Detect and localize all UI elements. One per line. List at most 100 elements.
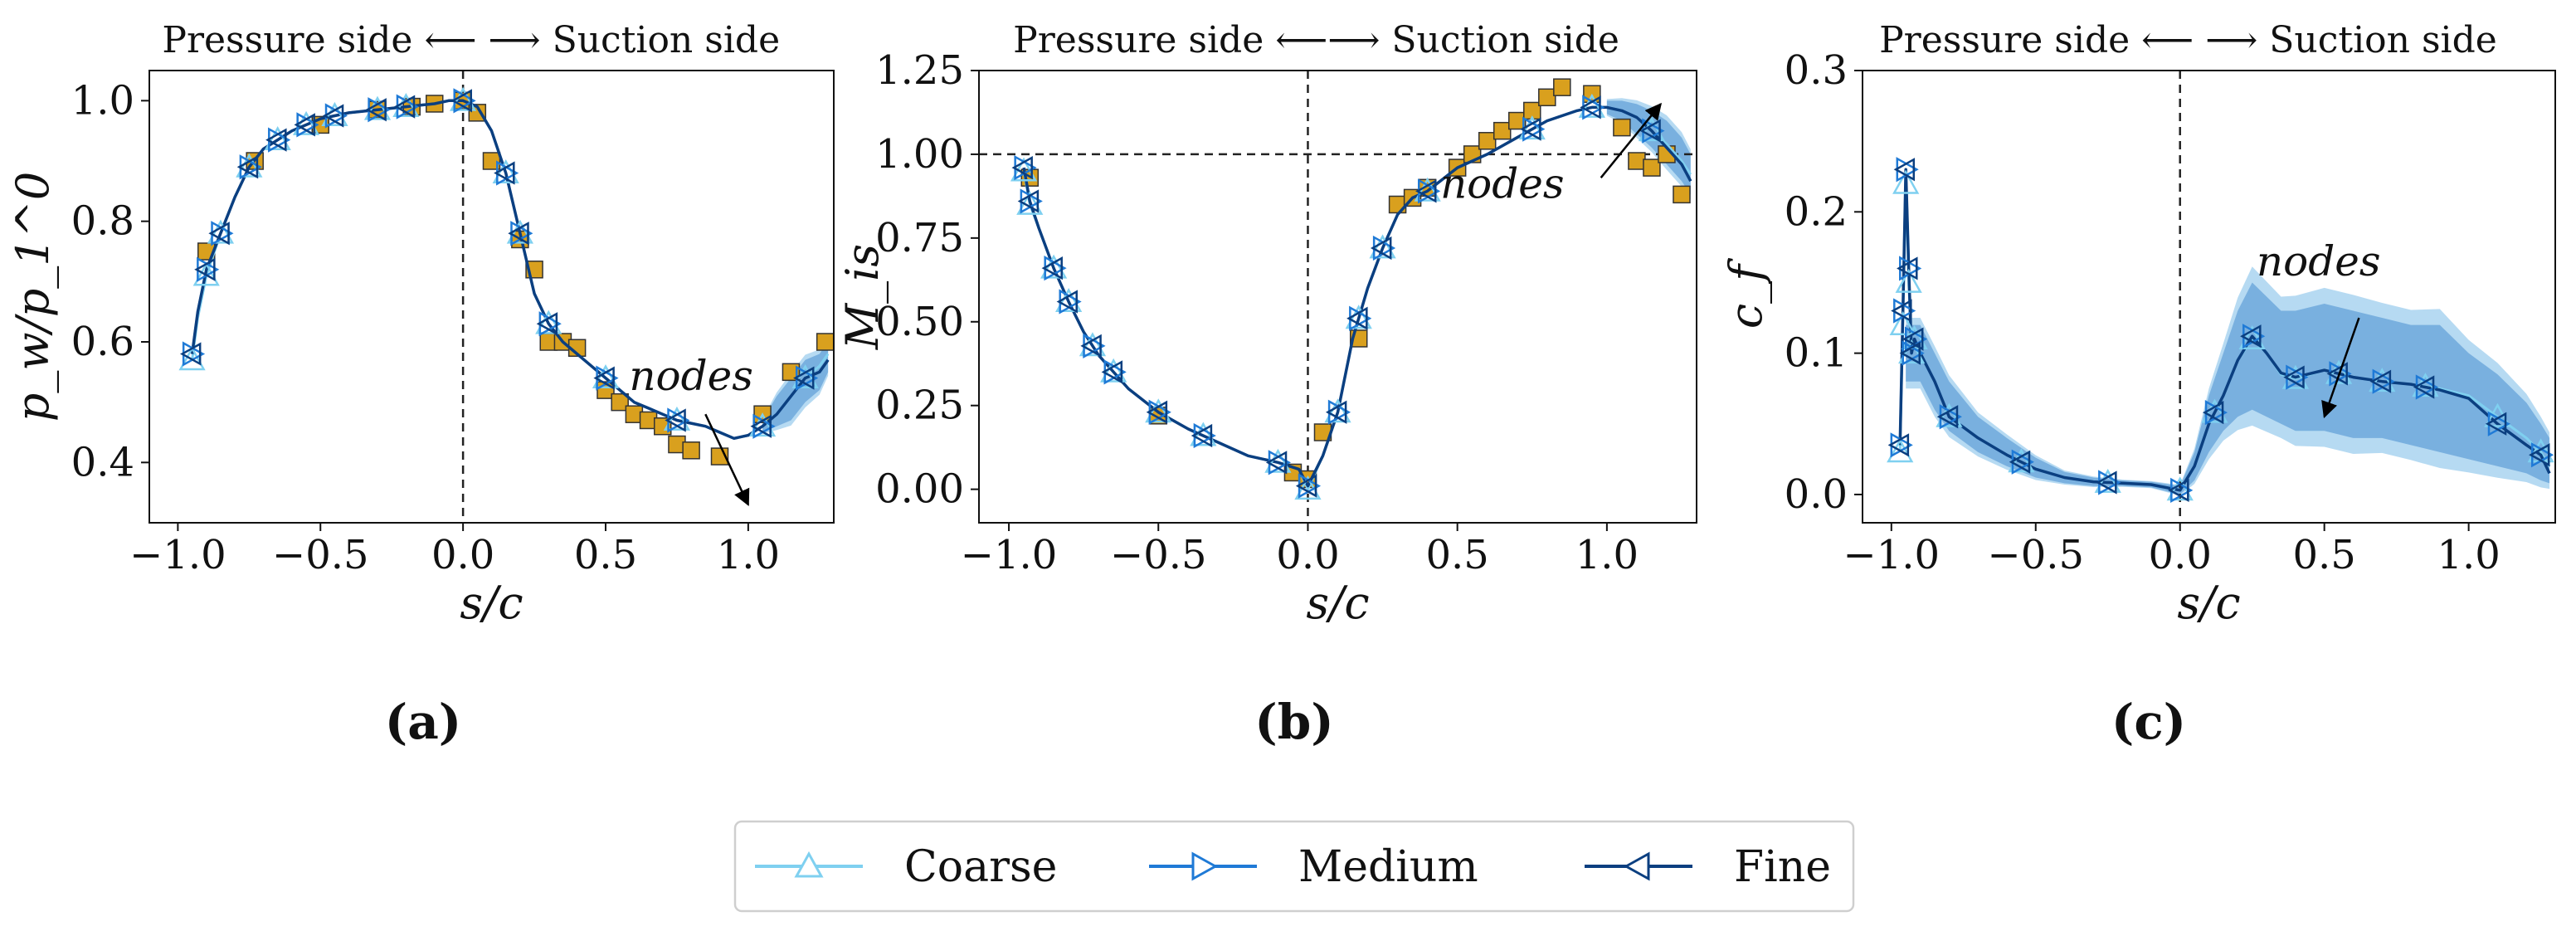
x-tick-label: −0.5 [272,532,369,578]
legend-marker-icon [794,851,824,878]
x-tick-label: 0.0 [431,532,494,578]
series-marker-fine [1146,400,1168,424]
series-marker-fine [750,414,772,438]
series-marker-fine [1520,117,1541,141]
chart-panel-2: −1.0 −0.5 0.0 0.5 1.0 0.00 0.25 0.50 0.75 1.00 1.2… [836,19,1697,750]
series-marker-fine [2283,365,2305,389]
annotation-text: nodes [1440,159,1565,207]
series-marker-coarse [2281,364,2310,389]
series-marker-fine [1893,158,1916,182]
panel-label: (a) [385,694,461,750]
series-marker-fine [208,222,230,246]
series-marker-fine [1370,236,1392,261]
side-label: Pressure side ⟵⟶ Suction side [1013,19,1619,61]
y-tick-label: 1.25 [875,47,964,94]
y-tick-label: 0.3 [1785,47,1848,94]
series-marker-fine [1346,306,1368,330]
series-marker-fine [494,161,515,185]
series-marker-fine [2413,375,2435,399]
series-marker-coarse [1892,169,1920,194]
y-tick-label: 0.0 [1785,471,1848,518]
series-marker-fine [1041,256,1063,280]
series-marker-fine [294,113,315,137]
plot-area [178,71,834,523]
series-marker-fine [265,128,287,152]
series-marker-fine [1897,256,1918,280]
x-axis-label: s/c [460,577,523,629]
series-marker-coarse [1889,310,1916,336]
x-tick-label: 0.5 [2292,532,2355,578]
experiment-point [1508,111,1527,130]
series-marker-fine [593,366,615,390]
series-marker-fine [1017,189,1040,213]
axes-frame [1862,70,2556,524]
x-tick-label: 1.0 [717,532,780,578]
series-marker-fine [365,98,387,122]
legend-marker-icon [1623,851,1650,881]
panel-label: (c) [2111,694,2186,750]
series-marker-fine [2369,369,2392,393]
series-marker-fine [536,312,558,336]
series-marker-fine [1887,433,1910,457]
series-marker-fine [450,89,472,113]
series-marker-coarse [178,346,206,371]
side-label: Pressure side ⟵ ⟶ Suction side [1879,19,2497,61]
series-line-fine [1022,105,1692,488]
series-marker-fine [1101,360,1123,384]
series-marker-fine [1295,474,1317,498]
experiment-point [816,333,834,351]
annotation-arrow [2321,317,2360,419]
x-tick-label: 0.0 [2149,532,2212,578]
chart-panel-3: −1.0 −0.5 0.0 0.5 1.0 0.0 0.1 0.2 0.3 s/c c_f Press… [1720,19,2556,750]
x-tick-label: −1.0 [129,532,226,578]
series-marker-fine [1191,423,1213,448]
series-marker-fine [2202,401,2224,425]
series-marker-fine [1011,155,1033,180]
y-axis-label: c_f [1720,258,1772,329]
series-marker-fine [1899,341,1921,365]
y-tick-label: 0.75 [875,215,964,261]
legend-label: Medium [1298,842,1478,892]
experiment-point [1493,121,1512,140]
experiment-point [1673,185,1691,204]
annotation-arrow [704,413,750,507]
series-marker-fine [2485,412,2507,436]
series-marker-fine [236,155,259,179]
legend-label: Fine [1734,842,1831,892]
series-marker-coarse [192,261,220,286]
series-marker-fine [322,104,344,128]
series-marker-fine [1080,334,1102,358]
panel-label: (b) [1254,694,1333,750]
series-marker-fine [665,408,686,432]
legend-label: Coarse [904,842,1057,892]
series-marker-fine [1902,327,1924,351]
legend: Coarse Medium Fine [733,820,1855,913]
x-tick-label: 1.0 [2437,532,2500,578]
series-marker-fine [1415,179,1437,203]
series-marker-fine [393,95,416,119]
x-axis-label: s/c [2177,577,2240,629]
annotation-text: nodes [2257,237,2381,285]
annotation-text: nodes [629,352,753,400]
experiment-point [1643,158,1661,177]
y-tick-label: 1.0 [71,77,134,124]
plot-area [979,71,1697,523]
chart-panel-1: −1.0 −0.5 0.0 0.5 1.0 0.4 0.6 0.8 1.0 s/c p_w/p_1^… [7,19,835,750]
y-tick-label: 0.1 [1785,330,1848,377]
y-tick-label: 0.25 [875,383,964,429]
experiment-point [611,392,629,412]
x-tick-label: 0.5 [574,532,637,578]
series-marker-fine [508,222,529,246]
experiment-point [1553,78,1571,96]
experiment-point [1478,132,1497,150]
experiment-point [1613,118,1631,137]
series-marker-fine [2096,470,2117,495]
y-tick-label: 1.00 [875,131,964,178]
experiment-point [1628,152,1646,170]
y-axis-label: p_w/p_1^0 [7,172,59,422]
legend-item-fine: Fine [1585,842,1831,892]
x-tick-label: −1.0 [961,532,1058,578]
series-marker-fine [1891,299,1912,323]
series-line-coarse [1022,105,1692,491]
